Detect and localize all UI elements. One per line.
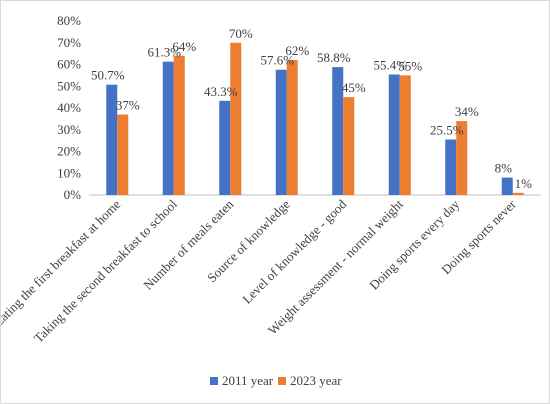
data-label: 45% bbox=[342, 80, 366, 95]
data-label: 34% bbox=[455, 104, 479, 119]
data-label: 70% bbox=[229, 26, 253, 41]
data-label: 1% bbox=[515, 176, 533, 191]
bar-2023-year bbox=[343, 97, 355, 195]
data-label: 8% bbox=[495, 161, 513, 176]
y-tick-label: 10% bbox=[57, 165, 81, 180]
data-label: 50.7% bbox=[91, 68, 125, 83]
y-tick-label: 50% bbox=[57, 78, 81, 93]
data-label: 61.3% bbox=[147, 45, 181, 60]
bar-2023-year bbox=[286, 60, 298, 196]
data-label: 57.6% bbox=[260, 53, 294, 68]
data-labels: 50.7% 37% 61.3%64% 43.3% 70% 57.6%62% 58.8% 45%… bbox=[91, 26, 532, 191]
y-tick-label: 20% bbox=[57, 144, 81, 159]
bar-2011-year bbox=[219, 100, 231, 195]
bar-2023-year bbox=[399, 75, 411, 195]
legend: 2011 year 2023 year bbox=[210, 373, 342, 388]
data-label: 25.5% bbox=[430, 123, 464, 138]
data-label: 62% bbox=[285, 43, 309, 58]
data-label: 64% bbox=[172, 39, 196, 54]
y-tick-label: 30% bbox=[57, 122, 81, 137]
bar-2023-year bbox=[117, 114, 129, 195]
data-label: 55% bbox=[398, 58, 422, 73]
data-label: 58.8% bbox=[317, 50, 351, 65]
bar-2011-year bbox=[501, 177, 513, 195]
bar-2011-year bbox=[162, 61, 174, 195]
data-label: 37% bbox=[116, 98, 140, 113]
bar-2023-year bbox=[456, 121, 468, 195]
y-tick-label: 70% bbox=[57, 35, 81, 50]
legend-swatch-2011 bbox=[210, 377, 218, 385]
data-label: 55.4% bbox=[373, 58, 407, 73]
legend-label-2023: 2023 year bbox=[290, 373, 342, 388]
bar-series bbox=[106, 42, 524, 196]
data-label: 43.3% bbox=[204, 84, 238, 99]
y-tick-label: 60% bbox=[57, 57, 81, 72]
legend-swatch-2023 bbox=[278, 377, 286, 385]
bar-2023-year bbox=[512, 192, 524, 195]
bar-2011-year bbox=[445, 139, 457, 195]
bar-2011-year bbox=[332, 67, 344, 195]
y-tick-label: 80% bbox=[57, 13, 81, 28]
bar-2011-year bbox=[388, 74, 400, 195]
y-tick-label: 40% bbox=[57, 100, 81, 115]
y-tick-label: 0% bbox=[64, 187, 82, 202]
bar-2023-year bbox=[173, 55, 185, 195]
bar-2011-year bbox=[106, 84, 118, 195]
bar-2023-year bbox=[230, 42, 242, 195]
y-axis-ticks: 0% 10% 20% 30% 40% 50% 60% 70% 80% bbox=[57, 13, 81, 202]
category-label: Level of knowledge - good bbox=[239, 196, 350, 307]
legend-label-2011: 2011 year bbox=[222, 373, 274, 388]
category-labels: Eating the first breakfast at homeTaking… bbox=[1, 196, 519, 346]
bar-2011-year bbox=[275, 69, 287, 195]
